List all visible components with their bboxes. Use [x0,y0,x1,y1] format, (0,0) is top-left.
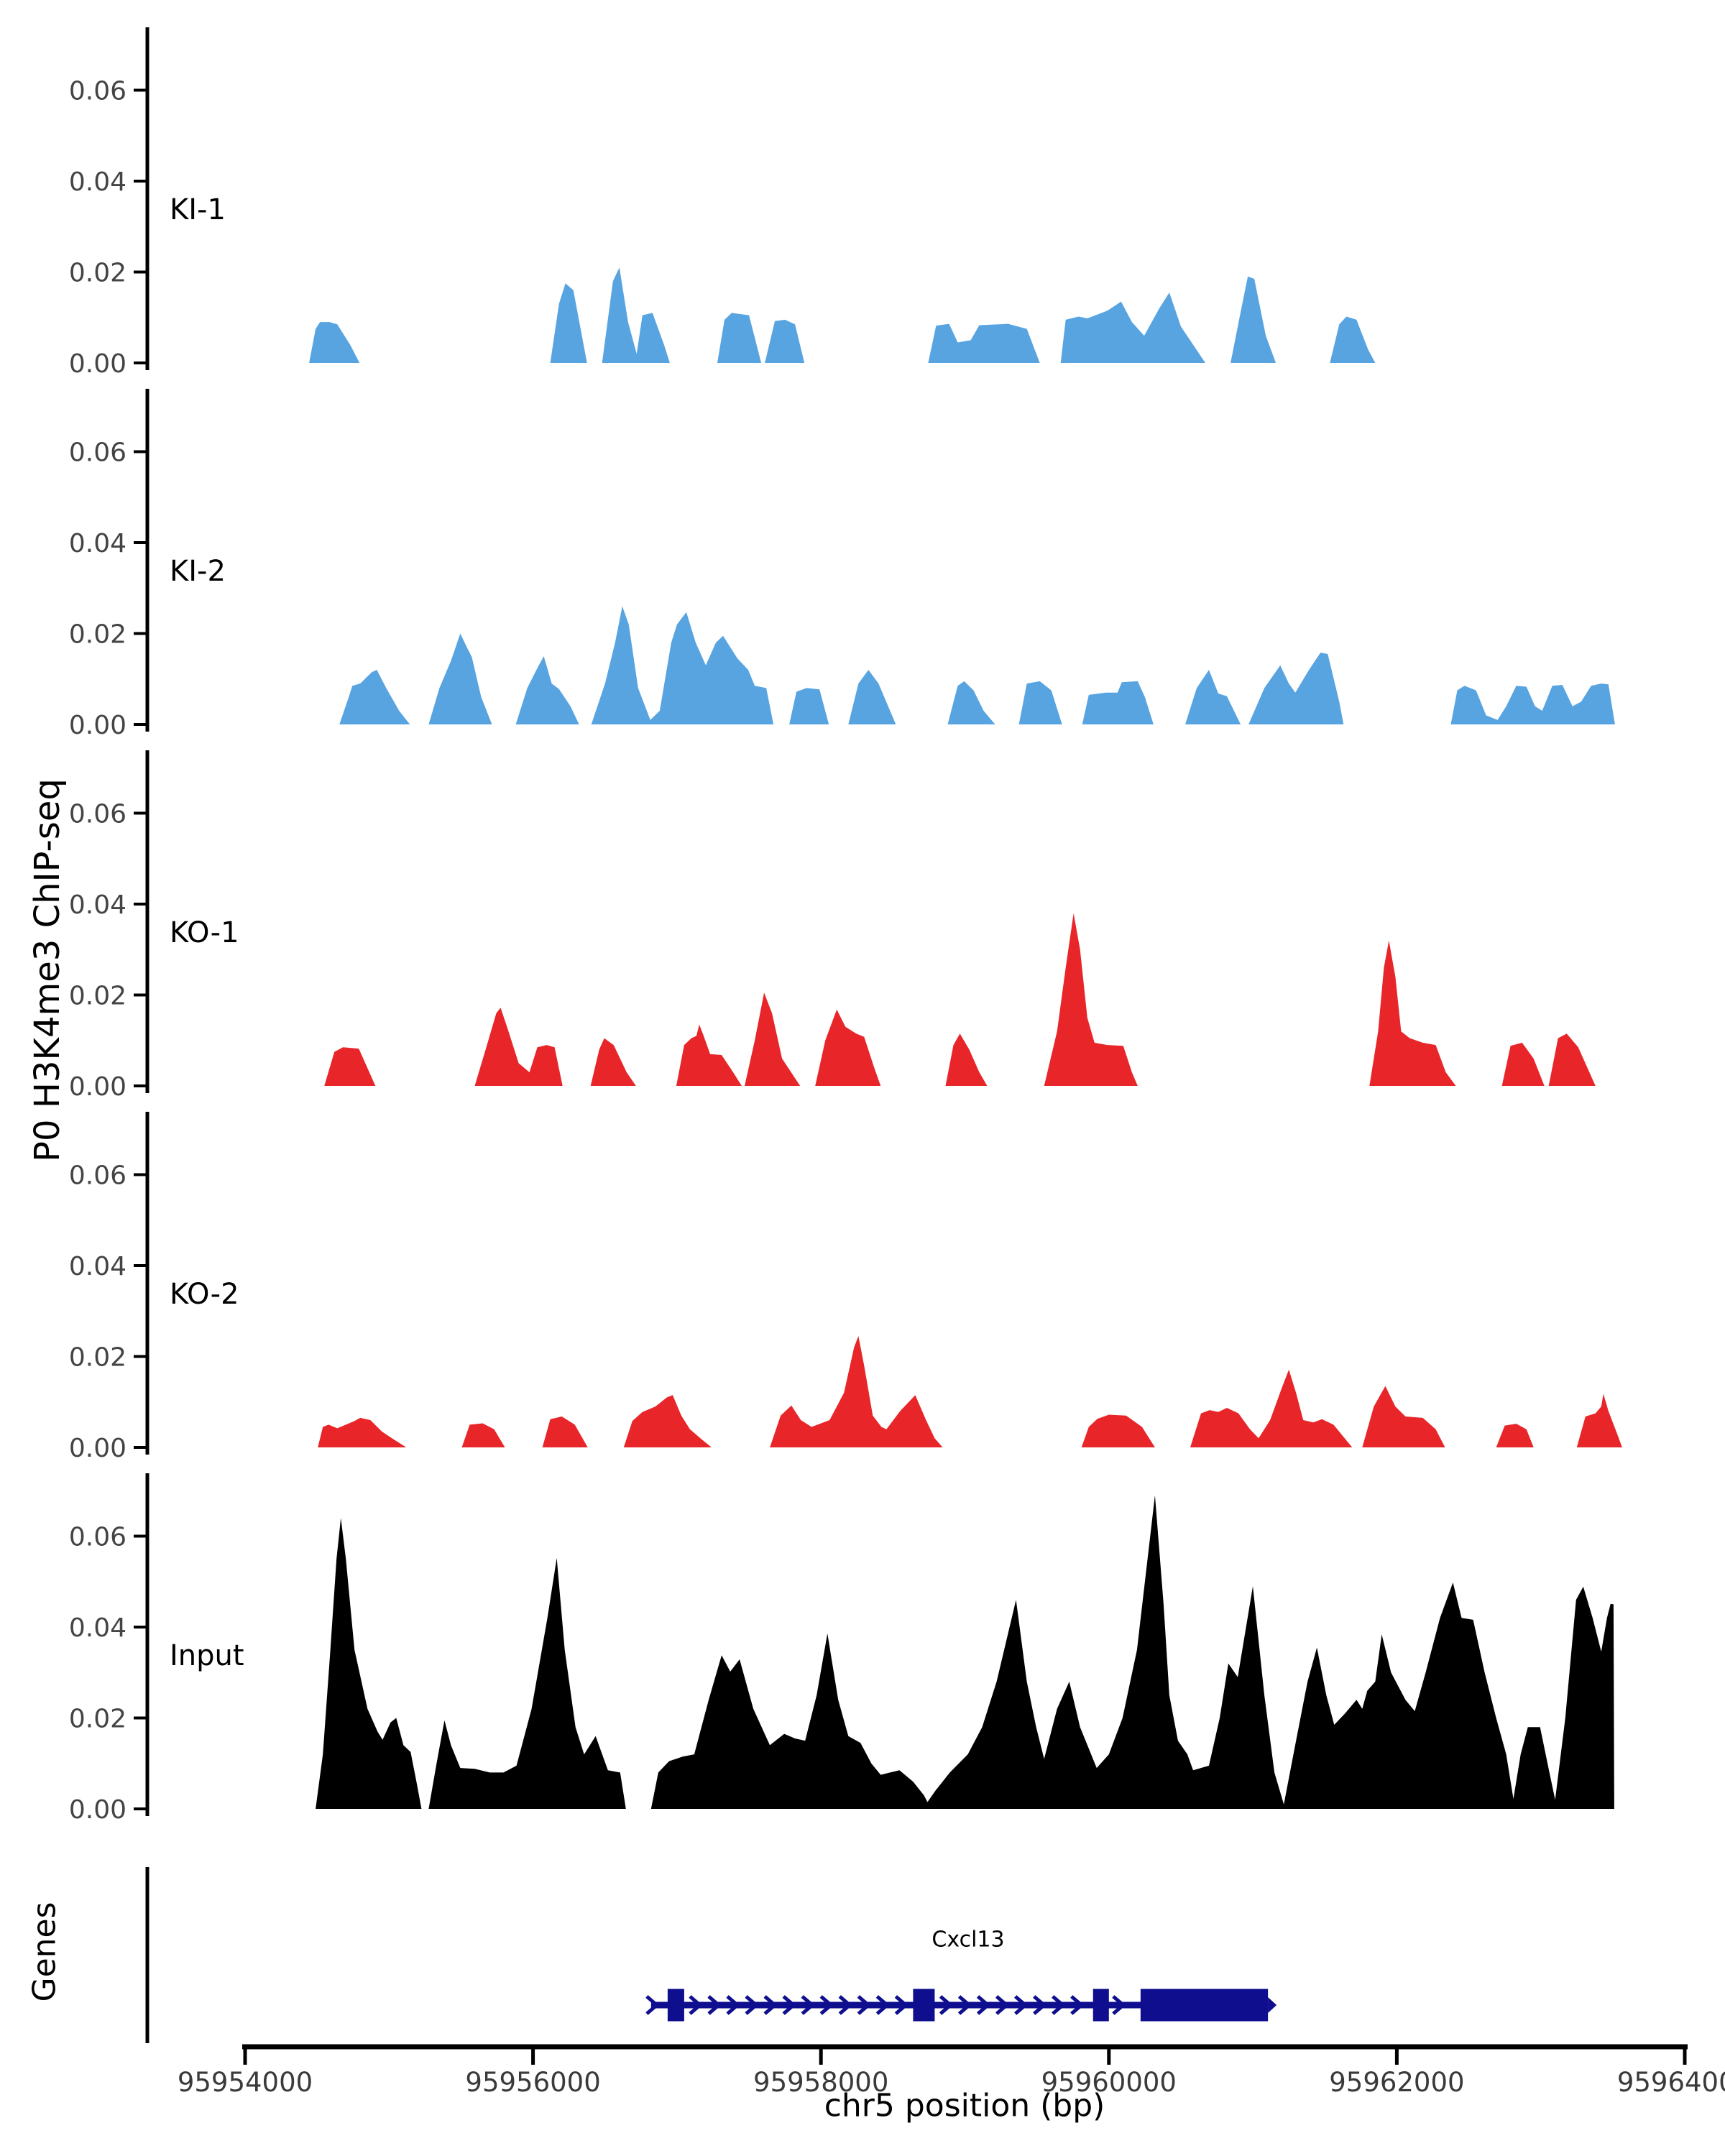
strand-arrow-icon [838,1995,853,2015]
track-label-KI-1: KI-1 [170,193,226,226]
track-label-KI-2: KI-2 [170,555,226,588]
y-tick-label: 0.00 [69,1072,126,1102]
track-area-KI-1 [309,267,1376,363]
track-label-Input: Input [170,1639,244,1672]
last-exon-box [1140,1989,1269,2022]
track-area-Input [316,1495,1614,1809]
y-tick-label: 0.06 [69,438,126,468]
y-tick-label: 0.02 [69,620,126,650]
gene-end-arrow-icon [1268,1997,1277,2013]
strand-arrow-icon [1033,1995,1047,2015]
track-label-KO-1: KO-1 [170,916,239,949]
y-tick-label: 0.06 [69,1161,126,1191]
y-tick-label: 0.00 [69,349,126,379]
strand-arrow-icon [875,1995,891,2015]
y-axis-title: P0 H3K4me3 ChIP-seq [27,778,68,1162]
strand-arrow-icon [707,1995,722,2015]
y-tick-label: 0.04 [69,890,126,920]
y-tick-label: 0.04 [69,167,126,197]
y-tick-label: 0.00 [69,1434,126,1463]
exon-box [667,1989,684,2022]
x-tick-label: 95964000 [1617,2067,1725,2098]
exon-box [913,1989,935,2022]
y-tick-label: 0.04 [69,529,126,558]
strand-arrow-icon [726,1995,740,2015]
strand-arrow-icon [995,1995,1010,2015]
y-tick-label: 0.02 [69,259,126,288]
gene-name-label: Cxcl13 [932,1927,1005,1953]
exon-box [1092,1989,1109,2022]
track-area-KO-2 [318,1336,1622,1447]
strand-arrow-icon [1112,1995,1126,2015]
strand-arrow-icon [1013,1995,1029,2015]
strand-arrow-icon [957,1995,972,2015]
strand-arrow-icon [1052,1995,1066,2015]
strand-arrow-icon [1070,1995,1085,2015]
genes-panel-title: Genes [26,1902,63,2002]
x-tick-label: 95962000 [1329,2067,1464,2098]
strand-arrow-icon [745,1995,759,2015]
strand-arrow-icon [645,1995,660,2015]
y-tick-label: 0.02 [69,982,126,1011]
y-tick-label: 0.02 [69,1343,126,1373]
y-tick-label: 0.00 [69,711,126,740]
y-tick-label: 0.04 [69,1252,126,1281]
x-tick-label: 95956000 [465,2067,600,2098]
x-tick-label: 95958000 [753,2067,888,2098]
y-tick-label: 0.06 [69,1523,126,1552]
strand-arrow-icon [782,1995,796,2015]
y-tick-label: 0.06 [69,77,126,106]
track-area-KO-1 [324,913,1596,1086]
y-tick-label: 0.04 [69,1613,126,1643]
strand-arrow-icon [976,1995,991,2015]
strand-arrow-icon [763,1995,778,2015]
track-label-KO-2: KO-2 [170,1278,239,1311]
x-tick-label: 95954000 [178,2067,313,2098]
strand-arrow-icon [689,1995,703,2015]
y-tick-label: 0.02 [69,1705,126,1734]
strand-arrow-icon [857,1995,872,2015]
strand-arrow-icon [894,1995,909,2015]
x-axis-title: chr5 position (bp) [824,2087,1105,2124]
strand-arrow-icon [939,1995,954,2015]
strand-arrow-icon [801,1995,816,2015]
y-tick-label: 0.00 [69,1795,126,1825]
y-tick-label: 0.06 [69,800,126,829]
strand-arrow-icon [819,1995,834,2015]
x-tick-label: 95960000 [1041,2067,1177,2098]
track-area-KI-2 [339,606,1615,724]
